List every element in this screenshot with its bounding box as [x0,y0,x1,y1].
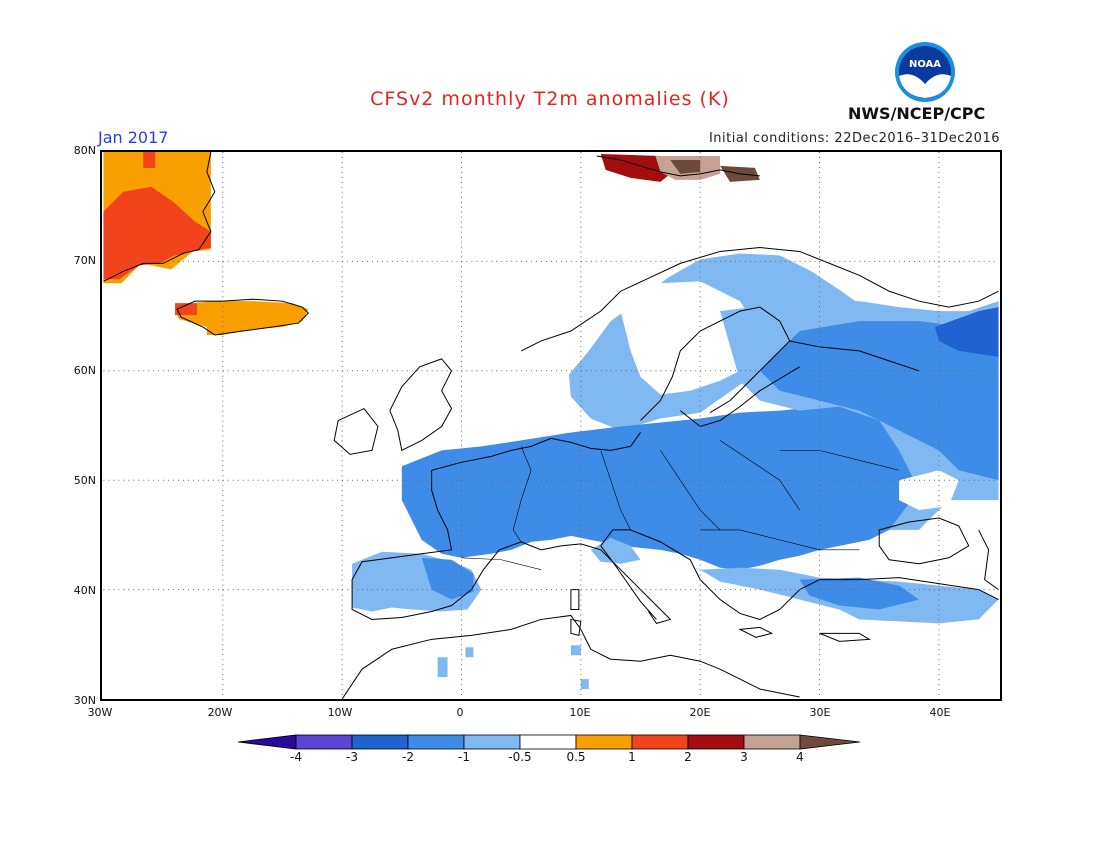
colorbar-label: 2 [684,750,692,764]
logo-text: NOAA [909,59,941,70]
colorbar-bin [295,734,353,750]
lon-label-20e: 20E [689,706,711,719]
lat-label-80n: 80N [73,144,96,157]
borders [461,440,900,570]
lon-label-10e: 10E [569,706,591,719]
lon-label-20w: 20W [207,706,233,719]
lat-label-70n: 70N [73,254,96,267]
colorbar-right-arrow [799,734,861,750]
colorbar-label: -4 [290,750,302,764]
anomaly-map [100,150,1002,701]
noaa-logo: NOAA [895,42,955,102]
chart-title: CFSv2 monthly T2m anomalies (K) [370,88,730,110]
initial-conditions: Initial conditions: 22Dec2016–31Dec2016 [708,131,1000,146]
coastlines [103,152,999,699]
colorbar-bin [631,734,689,750]
lon-label-30e: 30E [809,706,831,719]
colorbar-bin [743,734,801,750]
colorbar-bin [407,734,465,750]
lon-label-10w: 10W [327,706,353,719]
gridlines [103,152,999,699]
colorbar-left-arrow [238,734,297,750]
lat-label-40n: 40N [73,584,96,597]
agency-label: NWS/NCEP/CPC [848,104,986,123]
lat-label-30n: 30N [73,694,96,707]
colorbar [238,734,861,750]
colorbar-bin [575,734,633,750]
colorbar-label: -3 [346,750,358,764]
colorbar-label: -1 [458,750,470,764]
lat-label-60n: 60N [73,364,96,377]
colorbar-bin [687,734,745,750]
colorbar-label: -2 [402,750,414,764]
colorbar-bin [463,734,521,750]
colorbar-label: 0.5 [566,750,586,764]
colorbar-label: 3 [740,750,748,764]
colorbar-label: -0.5 [508,750,532,764]
colorbar-label: 1 [628,750,636,764]
lat-label-50n: 50N [73,474,96,487]
forecast-period: Jan 2017 [98,128,169,147]
colorbar-bin [519,734,577,750]
lon-label-40e: 40E [929,706,951,719]
lon-label-0: 0 [456,706,464,719]
colorbar-bin [351,734,409,750]
lon-label-30w: 30W [87,706,113,719]
colorbar-label: 4 [796,750,804,764]
